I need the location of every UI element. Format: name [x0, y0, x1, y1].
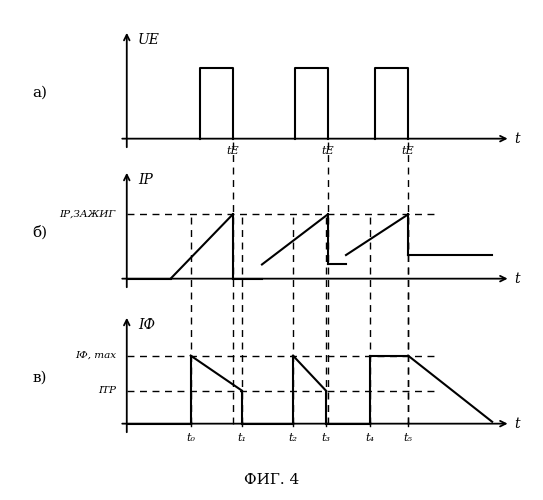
Text: t₄: t₄	[365, 433, 374, 443]
Text: t₂: t₂	[288, 433, 298, 443]
Text: t: t	[514, 132, 520, 145]
Text: tЕ: tЕ	[402, 146, 414, 156]
Text: t₃: t₃	[321, 433, 330, 443]
Text: t₀: t₀	[186, 433, 195, 443]
Text: t₅: t₅	[403, 433, 413, 443]
Text: IР,ЗАЖИГ: IР,ЗАЖИГ	[60, 210, 116, 219]
Text: t: t	[514, 416, 520, 430]
Text: в): в)	[33, 370, 47, 384]
Text: IТР: IТР	[98, 386, 116, 395]
Text: IР: IР	[138, 174, 153, 188]
Text: t: t	[514, 272, 520, 285]
Text: t₁: t₁	[237, 433, 247, 443]
Text: а): а)	[33, 86, 48, 100]
Text: tЕ: tЕ	[321, 146, 334, 156]
Text: IФ: IФ	[138, 318, 155, 332]
Text: tЕ: tЕ	[226, 146, 239, 156]
Text: IФ, max: IФ, max	[75, 351, 116, 360]
Text: ФИГ. 4: ФИГ. 4	[244, 473, 299, 487]
Text: б): б)	[33, 226, 48, 239]
Text: UЕ: UЕ	[138, 34, 160, 48]
